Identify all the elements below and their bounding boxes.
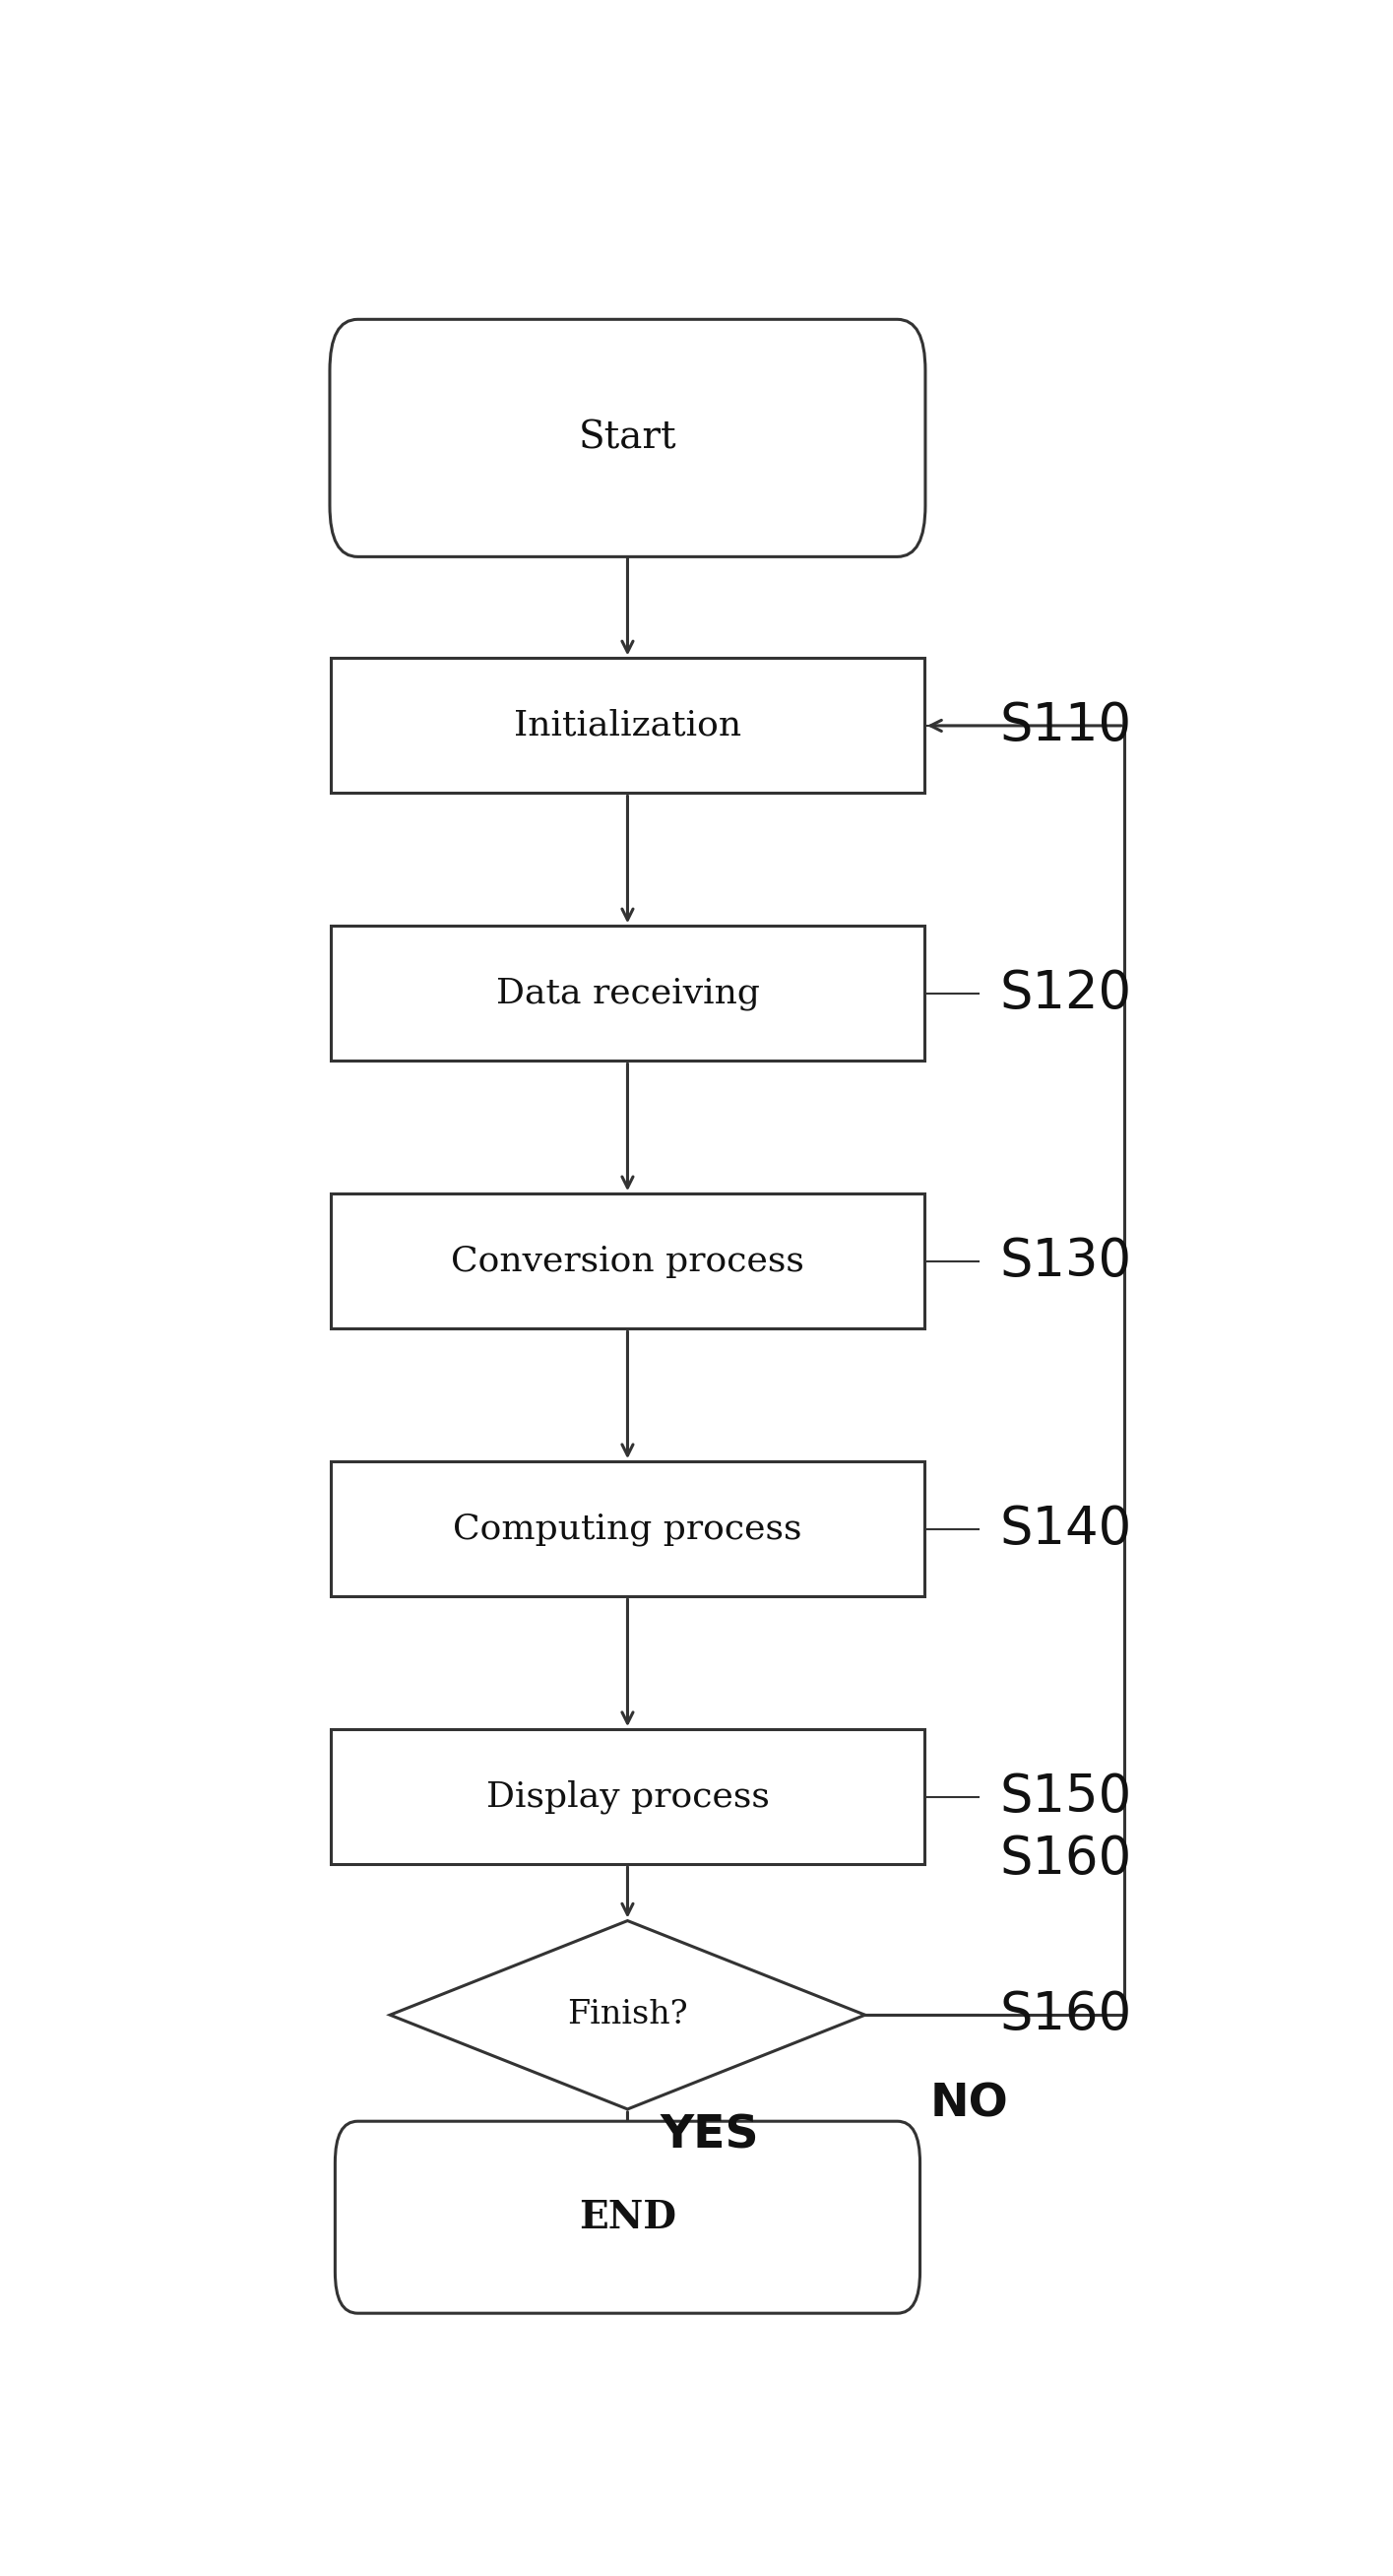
Text: S160: S160 bbox=[1000, 1989, 1133, 2040]
Text: NO: NO bbox=[929, 2081, 1009, 2125]
Text: S160: S160 bbox=[1000, 1834, 1133, 1886]
Text: Start: Start bbox=[578, 420, 677, 456]
Text: S120: S120 bbox=[1000, 969, 1133, 1020]
Bar bbox=[330, 1461, 925, 1597]
Polygon shape bbox=[390, 1922, 865, 2110]
Text: Finish?: Finish? bbox=[567, 1999, 688, 2030]
Text: Computing process: Computing process bbox=[453, 1512, 802, 1546]
Text: S140: S140 bbox=[1000, 1504, 1133, 1553]
Bar bbox=[330, 659, 925, 793]
Text: Initialization: Initialization bbox=[514, 708, 741, 742]
Text: Conversion process: Conversion process bbox=[451, 1244, 804, 1278]
Bar bbox=[330, 925, 925, 1061]
FancyBboxPatch shape bbox=[336, 2120, 919, 2313]
Text: S150: S150 bbox=[1000, 1772, 1133, 1821]
Bar bbox=[330, 1728, 925, 1865]
FancyBboxPatch shape bbox=[330, 319, 925, 556]
Text: END: END bbox=[579, 2197, 676, 2236]
Text: YES: YES bbox=[660, 2115, 759, 2159]
Text: Data receiving: Data receiving bbox=[496, 976, 759, 1010]
Text: S110: S110 bbox=[1000, 701, 1133, 752]
Text: S130: S130 bbox=[1000, 1236, 1133, 1288]
Bar bbox=[330, 1193, 925, 1329]
Text: Display process: Display process bbox=[486, 1780, 769, 1814]
